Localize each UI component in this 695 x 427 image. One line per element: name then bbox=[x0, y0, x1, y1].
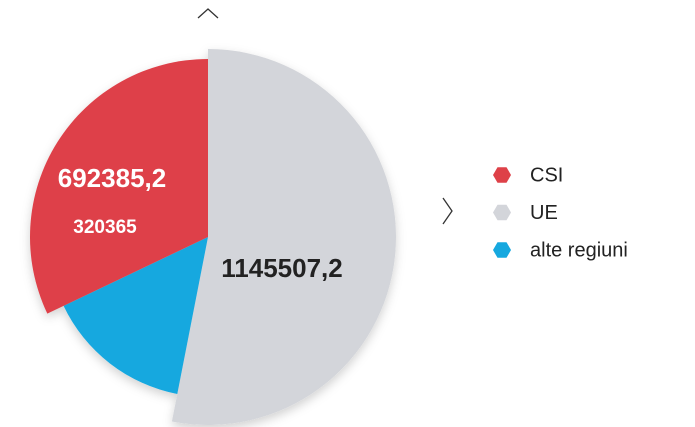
legend-label: alte regiuni bbox=[530, 239, 628, 261]
legend-label: CSI bbox=[530, 164, 563, 186]
data-label: 320365 bbox=[73, 217, 137, 238]
pie bbox=[29, 49, 397, 426]
pie-slice bbox=[171, 49, 397, 426]
legend-marker bbox=[493, 204, 511, 221]
legend: CSI UE alte regiuni bbox=[493, 164, 628, 261]
legend-marker bbox=[493, 167, 511, 183]
data-label: 692385,2 bbox=[58, 163, 166, 193]
legend-marker bbox=[493, 242, 511, 258]
scroll-right-arrow[interactable] bbox=[442, 197, 453, 225]
data-labels: 1145507,2 320365 692385,2 bbox=[58, 163, 343, 283]
legend-label: UE bbox=[530, 202, 558, 224]
pie-slice bbox=[29, 59, 209, 314]
data-label: 1145507,2 bbox=[221, 253, 342, 283]
scroll-up-arrow[interactable] bbox=[197, 8, 219, 19]
pie-slice bbox=[63, 237, 209, 395]
